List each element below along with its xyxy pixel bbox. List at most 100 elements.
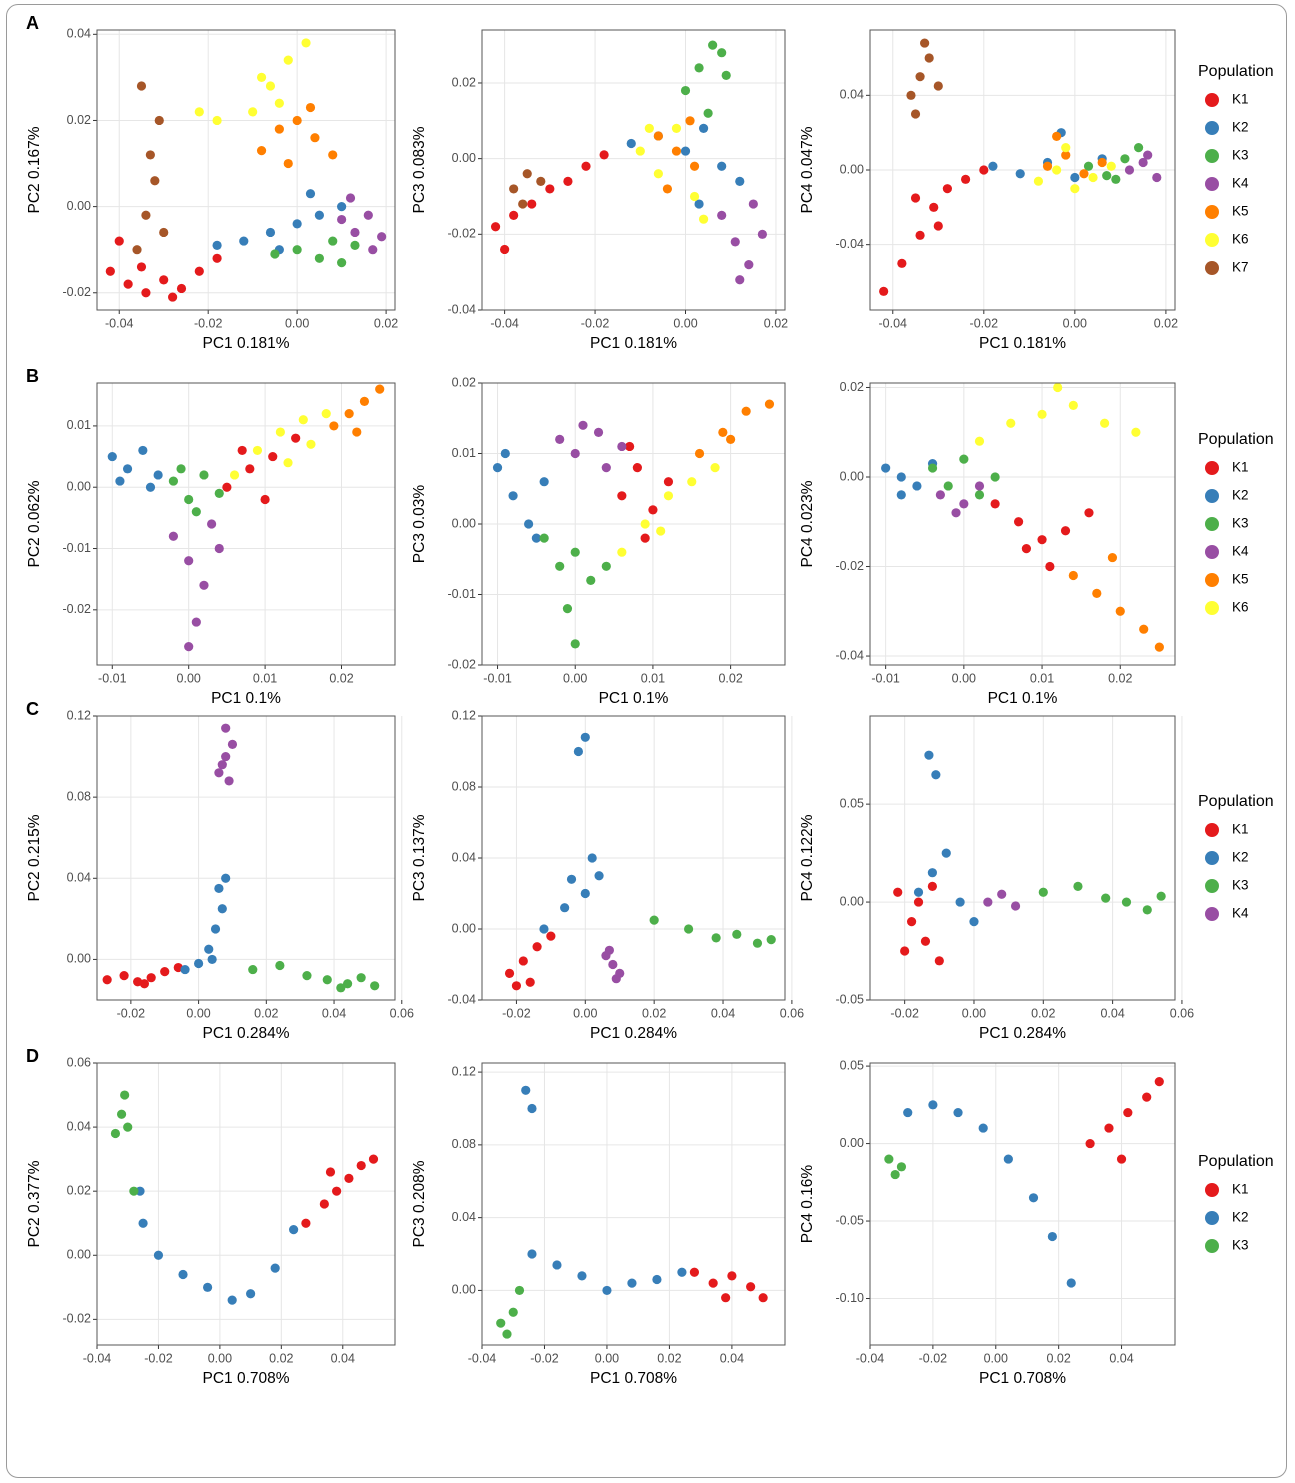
x-tick-label: 0.04 (1109, 1351, 1133, 1365)
point (159, 275, 169, 285)
point (555, 434, 565, 444)
x-tick-label: 0.02 (764, 316, 788, 330)
point (979, 165, 989, 175)
legend-label: K7 (1232, 260, 1249, 275)
x-tick-label: -0.02 (502, 1006, 531, 1020)
point (611, 974, 621, 984)
legend-label: K4 (1232, 544, 1249, 559)
point (910, 193, 921, 203)
point (893, 887, 903, 897)
legend-swatch (1205, 261, 1219, 275)
legend-swatch (1205, 907, 1219, 921)
point (1070, 184, 1080, 194)
x-tick-label: 0.02 (718, 671, 742, 685)
point (581, 161, 591, 171)
point (959, 499, 969, 509)
legend-label: K2 (1232, 488, 1249, 503)
point (1121, 897, 1132, 907)
point (680, 85, 691, 96)
point (617, 441, 627, 452)
legend-label: K3 (1232, 516, 1249, 531)
point (514, 1285, 525, 1296)
point (210, 924, 221, 934)
x-tick-label: -0.01 (98, 671, 127, 685)
x-axis-label: PC1 0.284% (590, 1025, 677, 1042)
point (237, 445, 247, 456)
point (721, 70, 731, 81)
point (730, 237, 740, 247)
point (217, 760, 227, 770)
point (570, 448, 580, 459)
point (663, 491, 674, 501)
point (139, 979, 150, 989)
point (332, 1186, 342, 1196)
x-tick-label: -0.02 (144, 1351, 173, 1365)
y-tick-label: 0.04 (67, 1119, 91, 1133)
point (990, 499, 1000, 509)
point (741, 406, 751, 416)
point (204, 944, 214, 954)
plot-background (97, 383, 395, 665)
point (912, 481, 922, 491)
y-tick-label: -0.02 (448, 657, 477, 671)
point (997, 889, 1007, 899)
point (136, 81, 147, 91)
plot-background (97, 716, 395, 1000)
point (683, 924, 694, 934)
point (1037, 535, 1047, 545)
y-tick-label: -0.05 (836, 1213, 865, 1227)
point (492, 463, 503, 473)
y-tick-label: 0.02 (452, 75, 476, 89)
point (1042, 161, 1053, 171)
point (653, 169, 663, 179)
point (138, 1218, 148, 1228)
point (915, 72, 925, 82)
point (652, 1274, 662, 1285)
legend-label: K1 (1232, 92, 1249, 107)
point (570, 639, 580, 649)
point (974, 481, 985, 491)
y-tick-label: 0.00 (67, 199, 91, 213)
point (766, 935, 776, 945)
point (531, 533, 541, 543)
point (105, 266, 115, 276)
point (1106, 161, 1116, 171)
point (325, 1167, 336, 1177)
point (913, 897, 924, 907)
point (983, 897, 993, 907)
point (305, 102, 316, 113)
y-tick-label: 0.05 (840, 796, 864, 810)
point (138, 445, 148, 456)
point (168, 531, 179, 541)
y-tick-label: 0.04 (67, 27, 91, 41)
legend-label: K1 (1232, 822, 1249, 837)
y-tick-label: 0.00 (840, 469, 864, 483)
point (314, 253, 324, 263)
point (123, 279, 133, 289)
point (552, 1260, 562, 1270)
legend-swatch (1205, 823, 1219, 837)
legend-swatch (1205, 1211, 1219, 1225)
point (910, 109, 921, 119)
x-tick-label: 0.00 (673, 316, 697, 330)
point (1068, 400, 1078, 410)
point (1052, 131, 1062, 141)
y-tick-label: 0.02 (67, 1183, 91, 1197)
point (521, 1085, 531, 1095)
y-axis-label: PC2 0.215% (26, 814, 43, 901)
x-axis-label: PC1 0.181% (202, 335, 289, 352)
point (924, 53, 934, 63)
point (1124, 165, 1135, 175)
point (275, 960, 285, 971)
point (1092, 588, 1102, 598)
point (268, 451, 278, 462)
legend-swatch (1205, 121, 1219, 135)
point (640, 519, 650, 529)
point (291, 433, 301, 443)
plot-border (869, 1062, 1176, 1346)
x-tick-label: 0.02 (329, 671, 353, 685)
point (180, 964, 190, 975)
x-tick-label: 0.00 (208, 1351, 232, 1365)
point (635, 146, 645, 156)
point (305, 189, 316, 199)
